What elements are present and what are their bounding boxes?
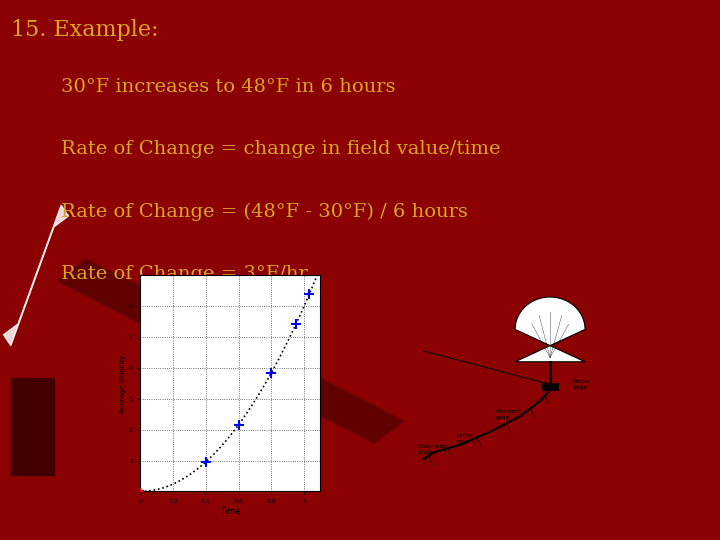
Polygon shape	[4, 205, 68, 346]
Polygon shape	[515, 297, 585, 362]
Polygon shape	[11, 378, 54, 475]
Bar	[542, 383, 558, 390]
Text: Rate of Change = 3°F/hr: Rate of Change = 3°F/hr	[61, 265, 308, 282]
Text: Maximum
gage: Maximum gage	[495, 409, 523, 420]
Text: Clinometer
reader: Clinometer reader	[418, 444, 448, 455]
Polygon shape	[58, 259, 403, 443]
Text: Juntas
gale: Juntas gale	[456, 433, 474, 444]
Text: 30°F increases to 48°F in 6 hours: 30°F increases to 48°F in 6 hours	[61, 78, 396, 96]
Text: Above
begin: Above begin	[573, 379, 590, 390]
Y-axis label: Average Velocity: Average Velocity	[120, 354, 126, 413]
Text: Rate of Change = (48°F - 30°F) / 6 hours: Rate of Change = (48°F - 30°F) / 6 hours	[61, 202, 468, 221]
Text: 15. Example:: 15. Example:	[11, 19, 158, 41]
Text: Rate of Change = change in field value/time: Rate of Change = change in field value/t…	[61, 140, 500, 158]
X-axis label: Time: Time	[220, 507, 240, 516]
